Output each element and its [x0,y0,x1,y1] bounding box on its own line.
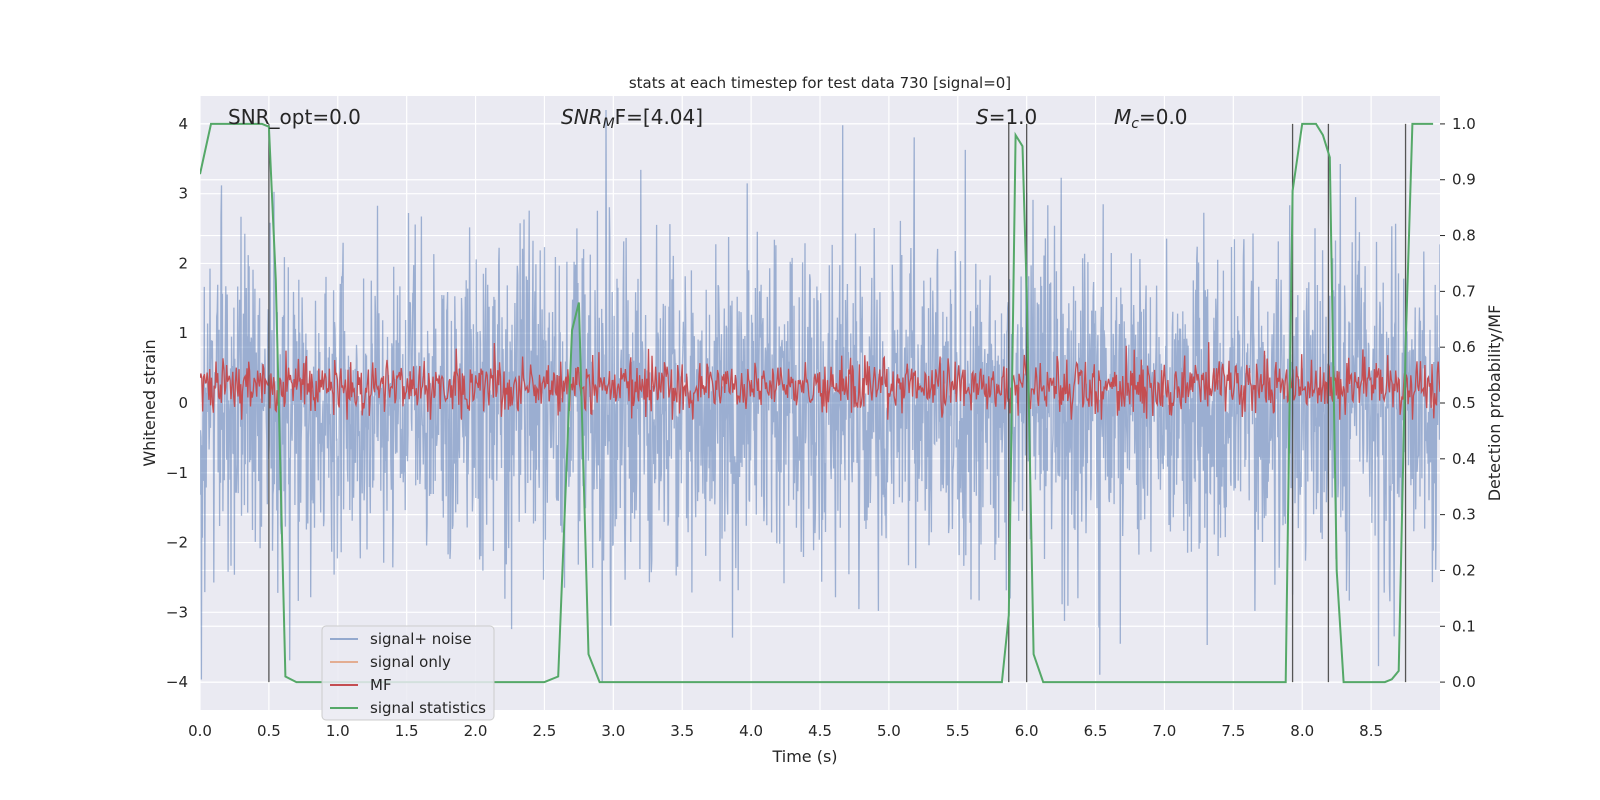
x-tick-label: 3.5 [670,722,694,740]
x-tick-label: 8.5 [1359,722,1383,740]
x-tick-label: 4.5 [808,722,832,740]
y2-tick-label: 0.2 [1452,561,1476,579]
y-tick-label: −4 [166,673,188,691]
y-tick-label: −2 [166,534,188,552]
y2-tick-label: 0.9 [1452,171,1476,189]
legend: signal+ noise signal only MF signal stat… [321,625,495,721]
y-axis-ticks: 4 3 2 1 0 −1 −2 −3 −4 [166,115,188,691]
legend-label-signal-noise: signal+ noise [370,630,472,648]
y2-tick-label: 0.6 [1452,338,1476,356]
x-tick-label: 1.5 [395,722,419,740]
x-tick-label: 0.0 [188,722,212,740]
annotation-snr-mf-value: F=[4.04] [615,105,703,129]
annotation-mc-value: =0.0 [1139,105,1188,129]
y-tick-label: −3 [166,603,188,621]
y2-axis-label: Detection probability/MF [1485,305,1504,502]
y2-tick-label: 0.5 [1452,394,1476,412]
x-tick-label: 7.0 [1153,722,1177,740]
x-tick-label: 8.0 [1290,722,1314,740]
y2-tick-label: 0.3 [1452,506,1476,524]
annotation-snr-opt: SNR_opt=0.0 [228,105,361,129]
x-tick-label: 1.0 [326,722,350,740]
y2-axis-ticks: 1.0 0.9 0.8 0.7 0.6 0.5 0.4 0.3 0.2 0.1 0.0 [1440,115,1476,691]
x-tick-label: 2.5 [533,722,557,740]
x-axis-ticks: 0.0 0.5 1.0 1.5 2.0 2.5 3.0 3.5 4.0 4.5 5.0 5.5 6.0 6… [188,722,1383,740]
legend-label-mf: MF [370,676,392,694]
x-tick-label: 2.0 [464,722,488,740]
x-tick-label: 5.0 [877,722,901,740]
x-tick-label: 7.5 [1221,722,1245,740]
annotation-snr-mf-symbol: SNR [561,105,603,129]
y2-tick-label: 1.0 [1452,115,1476,133]
y-tick-label: 1 [178,324,188,342]
chart-title: stats at each timestep for test data 730… [629,74,1011,92]
annotation-s: S=1.0 [976,105,1037,129]
legend-box [321,625,495,721]
x-tick-label: 6.5 [1084,722,1108,740]
x-tick-label: 4.0 [739,722,763,740]
x-axis-label: Time (s) [771,747,837,766]
series-signal-statistics [200,122,1434,684]
x-tick-label: 5.5 [946,722,970,740]
annotation-s-symbol: S [976,105,989,129]
y-tick-label: 2 [178,254,188,272]
x-tick-label: 0.5 [257,722,281,740]
y2-tick-label: 0.8 [1452,227,1476,245]
annotation-mc-subscript: c [1131,116,1139,132]
y-tick-label: 0 [178,394,188,412]
annotation-s-value: =1.0 [989,105,1038,129]
legend-label-signal-statistics: signal statistics [370,699,486,717]
y2-tick-label: 0.7 [1452,282,1476,300]
y-axis-label: Whitened strain [140,339,159,466]
mf-line [200,342,1440,420]
y-tick-label: −1 [166,464,188,482]
annotation-snr-mf: SNRMF=[4.04] [561,105,703,132]
signal-statistics-line [200,122,1434,684]
y-tick-label: 4 [178,115,188,133]
annotation-mc-symbol: M [1114,105,1131,129]
y2-tick-label: 0.4 [1452,450,1476,468]
y2-tick-label: 0.1 [1452,617,1476,635]
x-tick-label: 6.0 [1015,722,1039,740]
legend-label-signal-only: signal only [370,653,451,671]
x-tick-label: 3.0 [601,722,625,740]
annotation-snr-mf-subscript: M [603,116,615,132]
annotation-mc: Mc=0.0 [1114,105,1188,132]
y2-tick-label: 0.0 [1452,673,1476,691]
y-tick-label: 3 [178,185,188,203]
series-mf [200,342,1440,420]
